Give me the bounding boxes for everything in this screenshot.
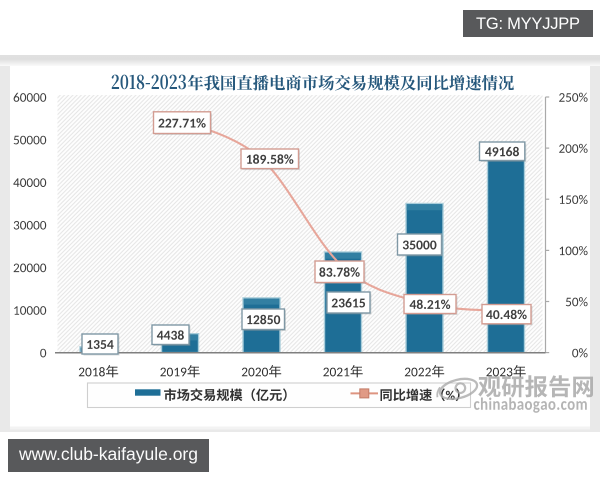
svg-text:www.club-kaifayule.org: www.club-kaifayule.org xyxy=(18,444,198,464)
svg-text:TG: MYYJJPP: TG: MYYJJPP xyxy=(476,15,580,33)
